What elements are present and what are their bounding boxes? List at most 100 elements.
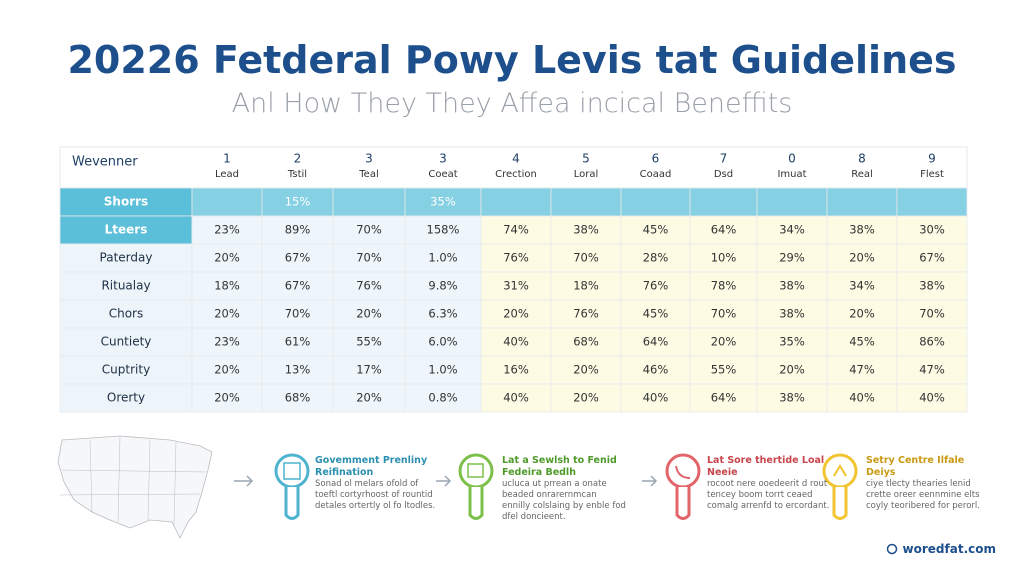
cell-bg	[896, 271, 968, 301]
cell-bg	[404, 187, 482, 217]
cell-bg	[404, 215, 482, 245]
cell: 45%	[643, 223, 669, 237]
cell: 20%	[214, 251, 240, 265]
cell: 38%	[849, 223, 875, 237]
column-number: 7	[720, 152, 728, 166]
cell-bg	[59, 271, 193, 301]
cell: 76%	[643, 279, 669, 293]
cell: 30%	[919, 223, 945, 237]
cell: 55%	[356, 335, 382, 349]
column-number: 2	[294, 152, 302, 166]
cell-bg	[689, 383, 758, 413]
cell: 68%	[285, 391, 311, 405]
cell-bg	[261, 355, 334, 385]
cell-bg	[191, 327, 263, 357]
cell-bg	[332, 271, 406, 301]
cell: 34%	[849, 279, 875, 293]
step-text: ucluca ut prrean a onate beaded onrarern…	[502, 479, 626, 522]
cell: 20%	[849, 251, 875, 265]
cell-bg	[480, 187, 552, 217]
us-map	[57, 435, 213, 539]
cell: 20%	[356, 391, 382, 405]
cell: 20%	[711, 335, 737, 349]
cell-bg	[261, 383, 334, 413]
cell: 20%	[779, 363, 805, 377]
cell: 20%	[214, 307, 240, 321]
step: Lat a Sewlsh to Fenid Fedeira Bedlh ucluc…	[502, 455, 627, 523]
cell-bg	[826, 187, 898, 217]
cell: 9.8%	[428, 279, 457, 293]
cell-bg	[191, 299, 263, 329]
pin-icons	[274, 453, 858, 520]
row-label: Ritualay	[101, 279, 150, 293]
cell: 89%	[285, 223, 311, 237]
cell-bg	[59, 355, 193, 385]
step-title: Govemment Prenliny Reifination	[315, 455, 428, 478]
cell-bg	[59, 299, 193, 329]
footer: woredfat.com	[902, 542, 996, 556]
cell-bg	[550, 383, 622, 413]
column-label: Lead	[215, 169, 239, 180]
cell-bg	[756, 271, 828, 301]
cell: 64%	[643, 335, 669, 349]
cell: 40%	[503, 391, 529, 405]
title: 20226 Fetderal Powy Levis tat Guidelines	[67, 38, 957, 82]
column-label: Crection	[495, 169, 537, 180]
cell: 47%	[919, 363, 945, 377]
cell: 1.0%	[428, 363, 457, 377]
step: Govemment Prenliny Reifination Sonad ol m…	[315, 455, 440, 512]
step-text: Sonad ol melars ofold of toeftl cortyrho…	[315, 479, 436, 511]
row-label: Cuntiety	[101, 335, 152, 349]
step: Lat Sore thertide Loal Neeie rocoot nere …	[707, 455, 832, 512]
cell-bg	[261, 187, 334, 217]
cell-bg	[620, 243, 691, 273]
column-label: Dsd	[714, 169, 733, 180]
cell: 13%	[285, 363, 311, 377]
step-title: Setry Centre Ilfale Deiys	[866, 455, 965, 478]
step-text: ciye tlecty thearies lenid crette oreer …	[866, 479, 980, 511]
column-number: 3	[439, 152, 447, 166]
cell-bg	[756, 187, 828, 217]
cell: 38%	[779, 307, 805, 321]
cell: 31%	[503, 279, 529, 293]
cell-bg	[191, 243, 263, 273]
cell-bg	[261, 299, 334, 329]
cell-bg	[261, 243, 334, 273]
cell: 158%	[427, 223, 460, 237]
cell: 0.8%	[428, 391, 457, 405]
cell-bg	[689, 187, 758, 217]
cell-bg	[480, 355, 552, 385]
cell-bg	[896, 383, 968, 413]
step-text: rocoot nere ooedeerit d rout tencey boom…	[707, 479, 830, 511]
cell-bg	[550, 327, 622, 357]
cell-bg	[261, 271, 334, 301]
cell: 47%	[849, 363, 875, 377]
cell: 20%	[214, 391, 240, 405]
cell: 40%	[919, 391, 945, 405]
cell-bg	[191, 355, 263, 385]
cell-bg	[404, 271, 482, 301]
cell-bg	[756, 327, 828, 357]
row-label: Paterday	[100, 251, 153, 265]
cell: 76%	[356, 279, 382, 293]
cell: 38%	[919, 279, 945, 293]
cell: 64%	[711, 391, 737, 405]
cell: 70%	[711, 307, 737, 321]
cell-bg	[550, 243, 622, 273]
column-label: Flest	[920, 169, 944, 180]
cell: 40%	[503, 335, 529, 349]
cell: 20%	[849, 307, 875, 321]
cell: 16%	[503, 363, 529, 377]
row-label: Cuptrity	[102, 363, 150, 377]
cell: 76%	[573, 307, 599, 321]
cell-bg	[332, 187, 406, 217]
cell-bg	[620, 299, 691, 329]
column-label: Imuat	[777, 169, 806, 180]
cell: 29%	[779, 251, 805, 265]
column-number: 5	[582, 152, 590, 166]
cell: 17%	[356, 363, 382, 377]
cell: 70%	[356, 251, 382, 265]
column-number: 1	[223, 152, 231, 166]
footer-icon	[886, 543, 898, 555]
